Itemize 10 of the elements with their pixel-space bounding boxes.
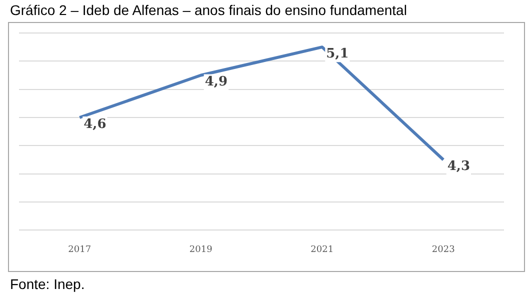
x-tick-label: 2021 [310,244,334,255]
data-label: 4,9 [204,74,228,90]
data-label: 4,3 [447,159,470,174]
chart-title: Gráfico 2 – Ideb de Alfenas – anos finais do ensino fundamental [10,2,407,18]
data-label: 4,6 [84,116,106,132]
x-tick-label: 2023 [432,244,456,255]
x-tick-label: 2017 [68,244,92,255]
data-label: 5,1 [326,46,349,62]
source-note: Fonte: Inep. [10,276,85,292]
x-tick-label: 2019 [189,244,213,255]
